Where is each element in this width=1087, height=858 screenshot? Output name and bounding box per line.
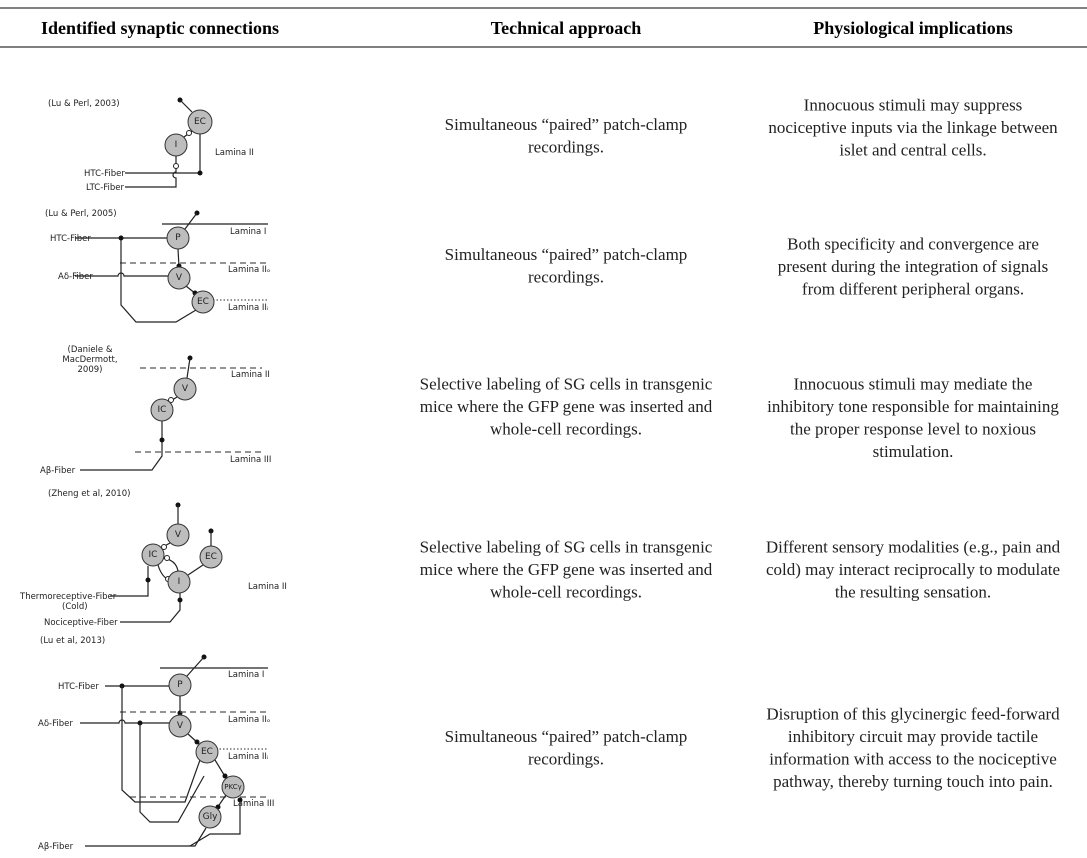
approach-text: Simultaneous “paired” patch-clamp <box>445 245 688 264</box>
lamina-label: Lamina III <box>230 455 271 465</box>
cell-label: IC <box>149 550 158 560</box>
approach-text: recordings. <box>528 749 604 768</box>
approach-text: mice where the GFP gene was inserted and <box>420 560 713 579</box>
cell-label: V <box>177 721 184 731</box>
cell-label: EC <box>197 297 209 307</box>
cell-label: EC <box>205 552 217 562</box>
cell-label: PKCγ <box>224 783 241 791</box>
fiber-label: Aδ-Fiber <box>58 272 93 282</box>
circuit-diagram: (Daniele & MacDermott, 2009) V IC Lamina… <box>40 345 271 476</box>
citation: (Lu & Perl, 2003) <box>48 99 120 109</box>
lamina-label: Lamina II <box>215 148 254 158</box>
implication-text: the resulting sensation. <box>835 583 991 602</box>
lamina-label: Lamina IIₒ <box>228 715 270 725</box>
implication-text: from different peripheral organs. <box>802 280 1024 299</box>
implication-text: Both specificity and convergence are <box>787 235 1039 254</box>
implication-text: Innocuous stimuli may suppress <box>804 96 1023 115</box>
column-header: Technical approach <box>491 18 642 38</box>
cell-label: I <box>175 140 178 150</box>
fiber-label: Nociceptive-Fiber <box>44 618 118 628</box>
citation: (Lu et al, 2013) <box>40 636 105 646</box>
fiber-label: LTC-Fiber <box>86 183 125 193</box>
cell-label: IC <box>158 405 167 415</box>
circuit-diagram: (Zheng et al, 2010) V IC EC I Lamina II … <box>19 489 287 628</box>
lamina-label: Lamina IIₒ <box>228 265 270 275</box>
implication-text: pathway, thereby turning touch into pain… <box>773 772 1053 791</box>
fiber-label: (Cold) <box>62 602 88 612</box>
lamina-label: Lamina I <box>228 670 264 680</box>
cell-label: V <box>182 384 189 394</box>
lamina-label: Lamina II <box>248 582 287 592</box>
lamina-label: Lamina IIᵢ <box>228 752 268 762</box>
lamina-label: Lamina III <box>233 799 274 809</box>
implication-text: Disruption of this glycinergic feed-forw… <box>766 704 1060 723</box>
implication-text: stimulation. <box>873 442 954 461</box>
implication-text: nociceptive inputs via the linkage betwe… <box>768 118 1058 137</box>
lamina-label: Lamina II <box>231 370 270 380</box>
column-header: Identified synaptic connections <box>41 18 279 38</box>
cell-label: V <box>176 273 183 283</box>
approach-text: Simultaneous “paired” patch-clamp <box>445 115 688 134</box>
fiber-label: HTC-Fiber <box>84 169 125 179</box>
approach-text: Simultaneous “paired” patch-clamp <box>445 727 688 746</box>
cell-label: I <box>178 577 181 587</box>
approach-text: recordings. <box>528 137 604 156</box>
circuit-diagram: (Lu & Perl, 2003) EC I Lamina II HTC-Fib… <box>48 97 254 193</box>
approach-text: recordings. <box>528 267 604 286</box>
approach-text: mice where the GFP gene was inserted and <box>420 397 713 416</box>
citation: (Daniele & <box>68 345 113 355</box>
citation: (Zheng et al, 2010) <box>48 489 130 499</box>
approach-text: whole-cell recordings. <box>490 583 642 602</box>
cell-label: EC <box>194 117 206 127</box>
citation: 2009) <box>78 365 103 375</box>
implication-text: islet and central cells. <box>839 141 986 160</box>
fiber-label: Aδ-Fiber <box>38 719 73 729</box>
cell-label: EC <box>201 747 213 757</box>
fiber-label: Aβ-Fiber <box>40 466 76 476</box>
lamina-label: Lamina IIᵢ <box>228 303 268 313</box>
approach-text: Selective labeling of SG cells in transg… <box>420 538 713 557</box>
implication-text: inhibitory tone responsible for maintain… <box>767 397 1059 416</box>
fiber-label: HTC-Fiber <box>58 682 99 692</box>
circuit-diagram: (Lu & Perl, 2005) P V EC Lamina I Lamina… <box>45 209 270 323</box>
cell-label: Gly <box>203 812 218 822</box>
citation: MacDermott, <box>62 355 117 365</box>
implication-text: Different sensory modalities (e.g., pain… <box>766 538 1061 557</box>
cell-label: P <box>175 233 181 243</box>
fiber-label: Aβ-Fiber <box>38 842 74 852</box>
fiber-label: HTC-Fiber <box>50 234 91 244</box>
citation: (Lu & Perl, 2005) <box>45 209 117 219</box>
implication-text: the proper response level to noxious <box>790 419 1036 438</box>
implication-text: cold) may interact reciprocally to modul… <box>766 560 1060 579</box>
implication-text: present during the integration of signal… <box>778 257 1049 276</box>
implication-text: information with access to the nocicepti… <box>769 749 1057 768</box>
fiber-label: Thermoreceptive-Fiber <box>19 592 117 602</box>
approach-text: Selective labeling of SG cells in transg… <box>420 375 713 394</box>
column-header: Physiological implications <box>813 18 1013 38</box>
implication-text: Innocuous stimuli may mediate the <box>794 374 1033 393</box>
lamina-label: Lamina I <box>230 227 266 237</box>
circuit-diagram: (Lu et al, 2013) P V EC PKCγ Gly Lamina … <box>38 636 274 852</box>
cell-label: P <box>177 680 183 690</box>
approach-text: whole-cell recordings. <box>490 420 642 439</box>
implication-text: inhibitory circuit may provide tactile <box>788 727 1038 746</box>
cell-label: V <box>175 530 182 540</box>
